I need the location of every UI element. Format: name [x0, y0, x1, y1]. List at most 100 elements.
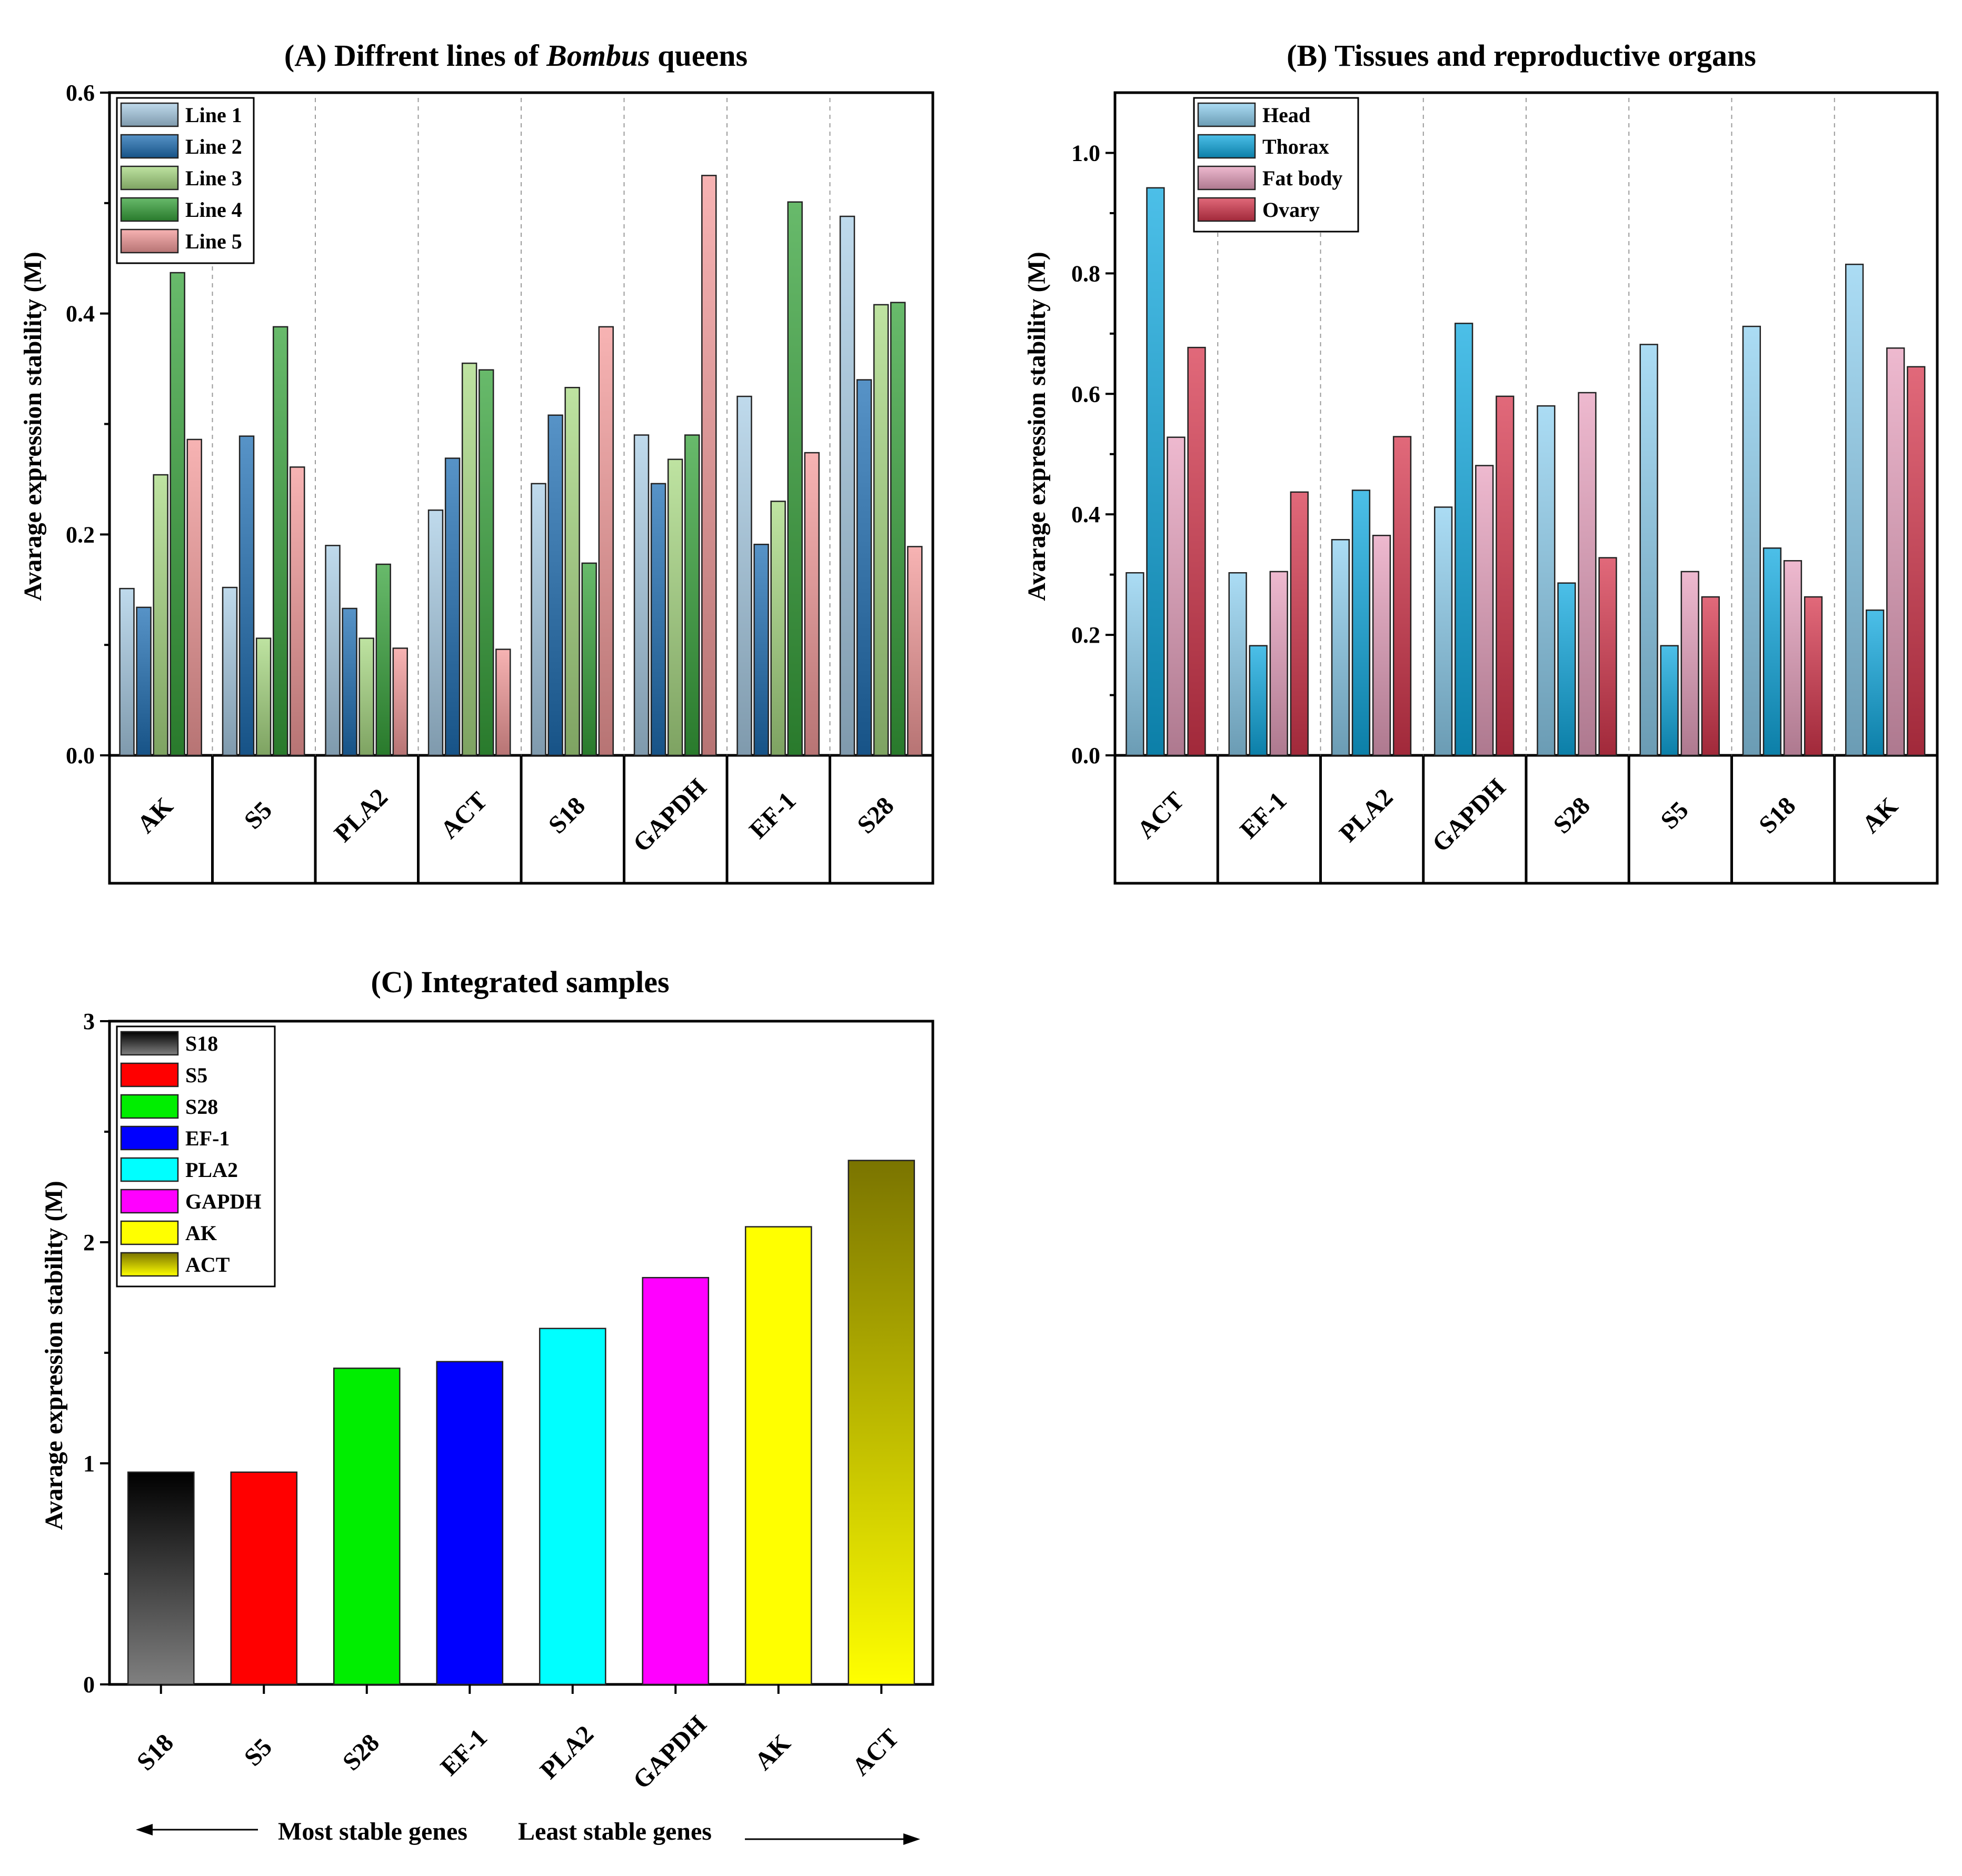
bar-ak	[744, 1226, 812, 1685]
legend-swatch	[120, 228, 179, 254]
legend-swatch	[1197, 197, 1256, 222]
bar-act-ovary	[1187, 346, 1206, 756]
legend-swatch	[120, 197, 179, 222]
legend-swatch	[120, 1252, 179, 1277]
panel-c-ytick-label: 3	[83, 1009, 95, 1034]
panel-a-chart: (A) Diffrent lines of Bombus queens Avar…	[19, 38, 934, 885]
bar-s18	[127, 1471, 195, 1685]
bar-s28-head	[1537, 405, 1556, 756]
category-label-ak: AK	[1857, 792, 1903, 839]
panel-c-title: (C) Integrated samples	[371, 965, 669, 999]
bar-act-thorax	[1146, 187, 1165, 756]
bar-pla2-line-4	[375, 563, 391, 756]
legend-swatch	[120, 134, 179, 159]
bar-ef-1-line-5	[804, 452, 820, 756]
panel-b-ytick-label: 1.0	[1071, 140, 1100, 166]
bar-ak-head	[1845, 263, 1864, 756]
legend-label: Head	[1262, 103, 1310, 127]
bar-s5-thorax	[1660, 645, 1679, 756]
legend-label: S28	[185, 1095, 218, 1119]
bar-gapdh-line-5	[701, 175, 717, 756]
panel-c-ylabel: Avarage expression stability (M)	[40, 1181, 68, 1530]
bar-gapdh-line-4	[684, 434, 700, 756]
bar-ef-1	[436, 1361, 504, 1685]
bar-gapdh-thorax	[1455, 323, 1473, 756]
bar-s28-ovary	[1598, 557, 1617, 756]
legend-swatch	[120, 1189, 179, 1214]
bar-s18-thorax	[1762, 547, 1782, 756]
category-label-s5: S5	[1655, 796, 1694, 834]
legend-label: Ovary	[1262, 198, 1320, 222]
category-label-ak: AK	[750, 1729, 796, 1775]
legend-label: Thorax	[1262, 135, 1329, 158]
panel-a-title: (A) Diffrent lines of Bombus queens	[284, 38, 748, 73]
legend-swatch	[120, 1031, 179, 1056]
panel-a-ytick-label: 0.6	[66, 80, 95, 106]
bar-act-line-3	[461, 362, 477, 756]
bar-s18-line-5	[598, 326, 614, 756]
category-label-s18: S18	[1754, 792, 1801, 839]
bar-s18-line-3	[564, 387, 580, 756]
category-label-gapdh: GAPDH	[628, 773, 712, 857]
bar-act-head	[1126, 572, 1144, 756]
bar-ef-1-line-1	[736, 395, 752, 756]
category-label-ef-1: EF-1	[435, 1723, 493, 1781]
bar-pla2-fat-body	[1372, 534, 1391, 756]
panel-b-ytick-label: 0.0	[1071, 743, 1100, 769]
category-label-pla2: PLA2	[1334, 783, 1398, 847]
legend-swatch	[120, 1157, 179, 1182]
category-label-pla2: PLA2	[535, 1720, 599, 1784]
category-label-s5: S5	[239, 796, 277, 834]
category-label-ef-1: EF-1	[1234, 786, 1292, 844]
bar-ef-1-thorax	[1249, 645, 1268, 756]
bar-s18-ovary	[1804, 596, 1823, 756]
bar-s5-ovary	[1701, 596, 1720, 756]
category-label-s28: S28	[1548, 792, 1596, 839]
arrow-right-head	[903, 1833, 920, 1845]
bar-gapdh-head	[1433, 506, 1453, 756]
least-stable-label: Least stable genes	[518, 1818, 712, 1845]
bar-pla2	[539, 1328, 606, 1685]
legend-label: Fat body	[1262, 166, 1342, 190]
panel-b-ytick-label: 0.4	[1071, 502, 1100, 527]
legend-swatch	[120, 1125, 179, 1151]
category-label-gapdh: GAPDH	[628, 1710, 712, 1794]
panel-a-ytick-label: 0.0	[66, 743, 95, 769]
bar-gapdh	[642, 1276, 710, 1685]
legend-label: PLA2	[185, 1158, 238, 1182]
legend-label: S5	[185, 1063, 207, 1087]
panel-b-ytick-label: 0.2	[1071, 622, 1100, 648]
legend-label: Line 1	[185, 103, 242, 127]
bar-act	[848, 1160, 915, 1685]
bar-s5-head	[1639, 344, 1658, 756]
legend-swatch	[120, 1094, 179, 1119]
panel-b-chart: (B) Tissues and reproductive organs Avar…	[1023, 38, 1939, 885]
bar-s18-line-1	[531, 483, 546, 756]
legend-label: Line 2	[185, 135, 242, 158]
bar-s28-thorax	[1557, 582, 1576, 756]
bar-gapdh-line-2	[650, 483, 666, 756]
bar-ef-1-head	[1228, 572, 1247, 756]
bar-ak-line-4	[170, 272, 185, 756]
bar-s28-line-5	[907, 546, 923, 756]
panel-a-ytick-label: 0.4	[66, 301, 95, 327]
bar-ak-line-3	[153, 474, 168, 756]
bar-ef-1-line-4	[787, 201, 803, 756]
panel-b-ylabel: Avarage expression stability (M)	[1023, 252, 1051, 601]
panel-c-ytick-label: 0	[83, 1672, 95, 1698]
bar-s28-fat-body	[1578, 392, 1597, 756]
category-label-s18: S18	[543, 792, 591, 839]
bar-pla2-line-2	[342, 607, 357, 756]
bar-ef-1-ovary	[1290, 491, 1309, 756]
bar-ak-line-1	[119, 587, 135, 756]
panel-b-ytick-label: 0.6	[1071, 381, 1100, 407]
bar-pla2-line-3	[358, 637, 374, 756]
bar-ak-ovary	[1907, 366, 1926, 756]
bar-s5	[230, 1471, 298, 1685]
legend-swatch	[120, 102, 179, 127]
category-label-act: ACT	[1132, 786, 1189, 844]
bar-act-line-4	[478, 369, 494, 756]
bar-pla2-line-5	[392, 647, 408, 756]
bar-pla2-thorax	[1351, 490, 1371, 756]
legend-label: Line 5	[185, 229, 242, 253]
